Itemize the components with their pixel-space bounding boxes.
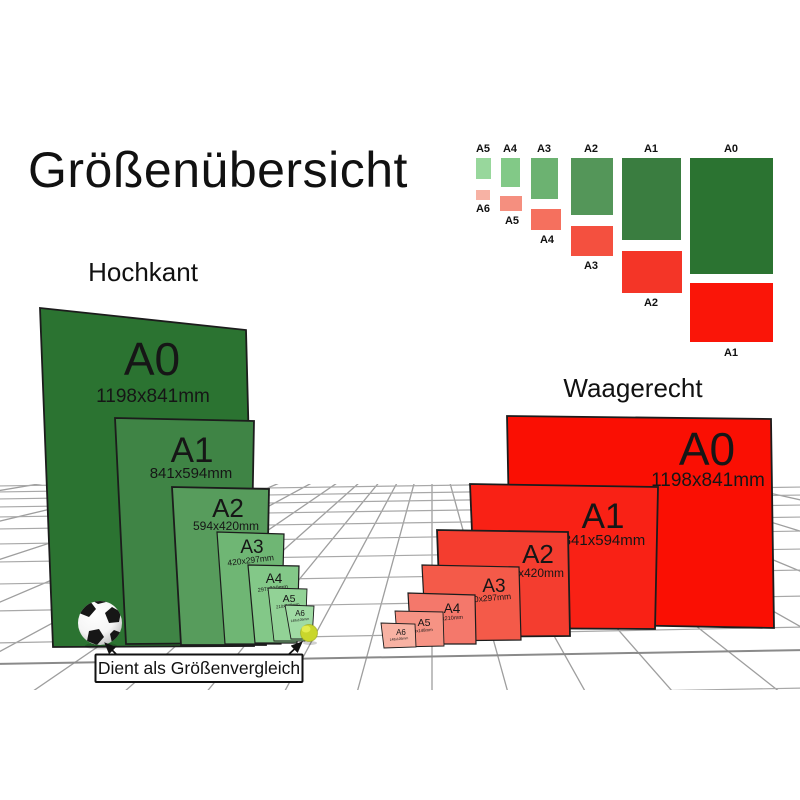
legend-swatch-green-a1 bbox=[622, 158, 681, 240]
legend-label-red-a1: A1 bbox=[724, 347, 738, 359]
legend-swatch-red-a3 bbox=[571, 226, 613, 256]
legend-swatch-green-a5 bbox=[476, 158, 491, 179]
panel-size: 841x594mm bbox=[150, 465, 233, 482]
size-comparison-note: Dient als Größenvergleich bbox=[94, 641, 304, 683]
panel-label: A2 bbox=[212, 493, 244, 523]
legend-swatch-red-a2 bbox=[622, 251, 682, 293]
panel-size: 210x148mm bbox=[409, 627, 433, 634]
legend-swatch-green-a3 bbox=[531, 158, 558, 199]
panel-label: A0 bbox=[679, 423, 735, 475]
legend-swatch-red-a1 bbox=[690, 283, 773, 342]
panel-size: 1198x841mm bbox=[96, 386, 210, 407]
portrait-panel-stack: A0 1198x841mm A1 841x594mm A2 594x420mm … bbox=[39, 306, 315, 648]
legend-label-red-a5: A5 bbox=[505, 215, 519, 227]
legend-label-red-a4: A4 bbox=[540, 234, 555, 246]
panel-label: A2 bbox=[522, 539, 554, 569]
panel-size: 148x105mm bbox=[290, 617, 309, 623]
landscape-panel-stack: A0 1198x841mm A1 841x594mm A2 594x420mm … bbox=[380, 415, 775, 649]
panel-size: 1198x841mm bbox=[651, 470, 765, 491]
panel-waagerecht-a6: A6 148x105mm bbox=[380, 622, 417, 649]
legend-label-green-a5: A5 bbox=[476, 143, 490, 155]
heading-hochkant: Hochkant bbox=[88, 257, 199, 287]
panel-size: 297x210mm bbox=[433, 615, 464, 624]
legend-swatch-green-a0 bbox=[690, 158, 773, 274]
panel-label: A6 bbox=[295, 609, 305, 618]
panel-face bbox=[380, 622, 417, 649]
tennis-ball-edge bbox=[300, 624, 318, 642]
heading-waagerecht: Waagerecht bbox=[563, 373, 703, 403]
soccer-ball-icon bbox=[78, 601, 122, 650]
panel-size: 841x594mm bbox=[563, 532, 646, 549]
legend-label-green-a4: A4 bbox=[503, 143, 518, 155]
panel-label: A6 bbox=[396, 628, 406, 637]
legend-label-red-a2: A2 bbox=[644, 297, 658, 309]
panel-label: A1 bbox=[171, 431, 214, 470]
size-legend: A5 A4 A3 A2 A1 A0 A6 A5 A4 A3 A2 A1 bbox=[476, 143, 773, 359]
panel-label: A1 bbox=[582, 497, 625, 536]
tennis-ball-icon bbox=[300, 624, 318, 645]
panel-size: 594x420mm bbox=[193, 519, 259, 533]
tennis-ball-highlight bbox=[301, 625, 311, 633]
legend-label-green-a0: A0 bbox=[724, 143, 738, 155]
tennis-ball-shadow bbox=[303, 641, 317, 645]
legend-label-green-a1: A1 bbox=[644, 143, 658, 155]
legend-swatch-red-a6 bbox=[476, 190, 490, 200]
panel-label: A0 bbox=[124, 333, 180, 385]
legend-label-red-a6: A6 bbox=[476, 203, 490, 215]
legend-label-red-a3: A3 bbox=[584, 260, 598, 272]
panel-label: A5 bbox=[283, 593, 296, 605]
panel-label: A4 bbox=[444, 601, 461, 616]
legend-label-green-a3: A3 bbox=[537, 143, 551, 155]
panel-label: A3 bbox=[240, 537, 263, 558]
note-box bbox=[94, 653, 304, 683]
panel-label: A4 bbox=[266, 571, 283, 586]
panel-size: 420x297mm bbox=[464, 591, 511, 605]
legend-swatch-green-a4 bbox=[501, 158, 520, 187]
legend-swatch-green-a2 bbox=[571, 158, 613, 215]
legend-swatch-red-a4 bbox=[531, 209, 561, 230]
page-title: Größenübersicht bbox=[28, 142, 408, 198]
panel-label: A5 bbox=[418, 617, 431, 629]
panel-label: A3 bbox=[482, 576, 505, 597]
note-text: Dient als Größenvergleich bbox=[98, 658, 300, 678]
panel-size: 148x105mm bbox=[389, 636, 408, 642]
legend-swatch-red-a5 bbox=[500, 196, 522, 211]
legend-label-green-a2: A2 bbox=[584, 143, 598, 155]
